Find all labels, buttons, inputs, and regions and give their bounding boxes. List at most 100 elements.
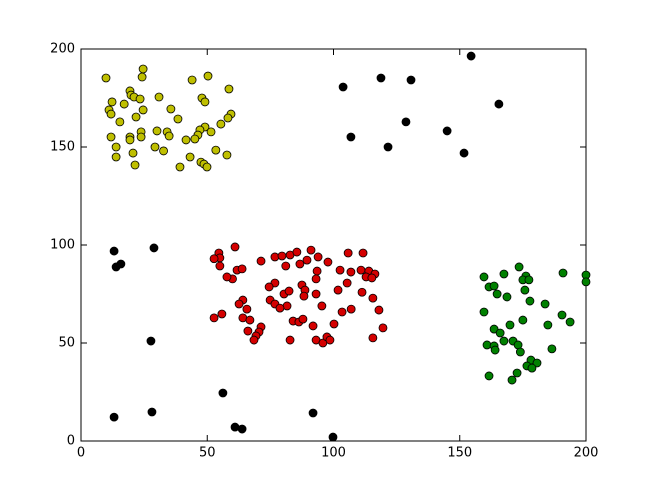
scatter-point [565, 317, 575, 327]
scatter-point [368, 333, 378, 343]
scatter-point [222, 272, 232, 282]
scatter-point [275, 303, 285, 313]
scatter-point [185, 152, 195, 162]
scatter-point [173, 114, 183, 124]
scatter-point [512, 368, 522, 378]
scatter-point [346, 267, 356, 277]
scatter-point [299, 291, 309, 301]
scatter-point [281, 261, 291, 271]
scatter-point [342, 278, 352, 288]
plot-frame [80, 48, 587, 442]
scatter-point [308, 408, 318, 418]
scatter-point [312, 266, 322, 276]
scatter-point [237, 424, 247, 434]
scatter-point [492, 289, 502, 299]
scatter-point [311, 274, 321, 284]
scatter-point [109, 412, 119, 422]
scatter-point [166, 104, 176, 114]
scatter-point [346, 132, 356, 142]
y-tick-label: 0 [67, 434, 75, 449]
scatter-point [325, 335, 335, 345]
scatter-point [200, 97, 210, 107]
x-tick-label: 50 [199, 446, 216, 461]
scatter-point [101, 73, 111, 83]
scatter-point [540, 299, 550, 309]
scatter-point [137, 72, 147, 82]
scatter-point [547, 344, 557, 354]
x-tick-label: 150 [447, 446, 472, 461]
scatter-point [209, 254, 219, 264]
scatter-point [442, 126, 452, 136]
scatter-point [203, 71, 213, 81]
scatter-point [187, 75, 197, 85]
scatter-point [138, 64, 148, 74]
scatter-point [401, 117, 411, 127]
scatter-point [368, 293, 378, 303]
scatter-point [367, 273, 377, 283]
x-tick-label: 0 [77, 446, 85, 461]
scatter-point [135, 94, 145, 104]
scatter-point [558, 268, 568, 278]
scatter-point [518, 315, 528, 325]
scatter-point [216, 119, 226, 129]
scatter-point [222, 150, 232, 160]
scatter-point [378, 323, 388, 333]
scatter-point [109, 246, 119, 256]
scatter-point [218, 388, 228, 398]
scatter-point [285, 335, 295, 345]
scatter-point [106, 132, 116, 142]
scatter-point [328, 432, 338, 442]
scatter-point [323, 257, 333, 267]
scatter-point [346, 304, 356, 314]
scatter-point [175, 162, 185, 172]
scatter-point [499, 336, 509, 346]
scatter-point [206, 127, 216, 137]
scatter-point [557, 310, 567, 320]
scatter-point [190, 134, 200, 144]
scatter-point [119, 99, 129, 109]
scatter-point [338, 82, 348, 92]
scatter-point [116, 259, 126, 269]
scatter-point [525, 296, 535, 306]
scatter-point [125, 135, 135, 145]
y-tick-label: 150 [50, 140, 75, 155]
scatter-point [150, 142, 160, 152]
scatter-point [136, 132, 146, 142]
y-tick-label: 50 [58, 336, 75, 351]
scatter-point [514, 262, 524, 272]
scatter-point [515, 347, 525, 357]
scatter-point [520, 285, 530, 295]
x-tick-label: 200 [574, 446, 599, 461]
scatter-point [277, 251, 287, 261]
scatter-point [343, 248, 353, 258]
scatter-point [507, 375, 517, 385]
scatter-point [489, 324, 499, 334]
y-tick-label: 100 [50, 238, 75, 253]
scatter-point [479, 272, 489, 282]
scatter-point [356, 265, 366, 275]
scatter-point [581, 277, 591, 287]
scatter-point [298, 314, 308, 324]
scatter-point [459, 148, 469, 158]
scatter-point [313, 252, 323, 262]
scatter-point [131, 112, 141, 122]
scatter-point [358, 248, 368, 258]
scatter-point [302, 255, 312, 265]
scatter-point [524, 275, 534, 285]
scatter-point [357, 287, 367, 297]
scatter-point [495, 328, 505, 338]
scatter-point [292, 247, 302, 257]
scatter-point [211, 145, 221, 155]
scatter-point [499, 269, 509, 279]
scatter-point [234, 299, 244, 309]
scatter-point [243, 326, 253, 336]
scatter-point [490, 345, 500, 355]
scatter-point [406, 75, 416, 85]
scatter-point [245, 315, 255, 325]
scatter-point [164, 131, 174, 141]
y-tick-label: 200 [50, 42, 75, 57]
scatter-point [284, 286, 294, 296]
scatter-point [329, 319, 339, 329]
scatter-point [505, 320, 515, 330]
